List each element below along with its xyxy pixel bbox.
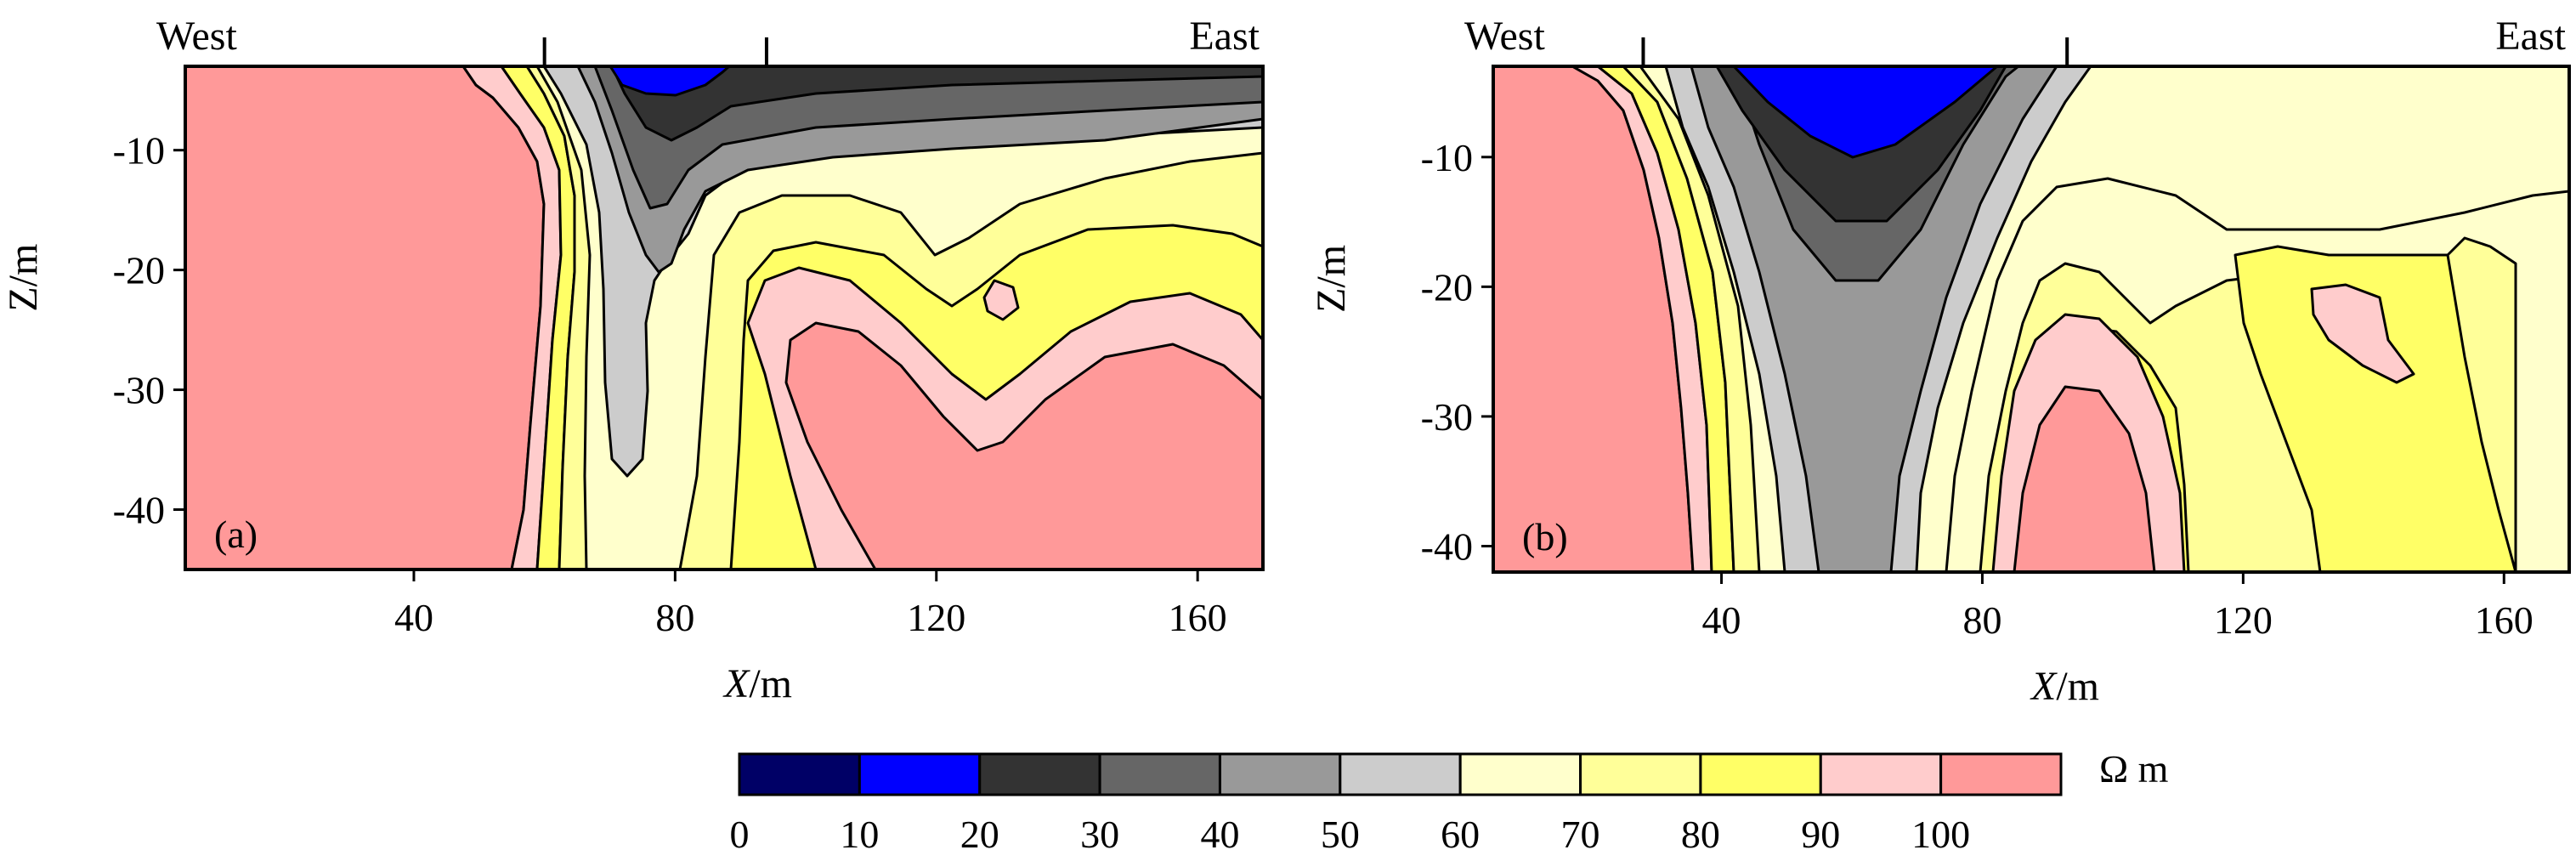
contour-field-b <box>1493 66 2569 572</box>
x-tick-label-b-3: 160 <box>2475 598 2534 642</box>
colorbar-level-label-1: 10 <box>840 813 879 856</box>
colorbar-level-label-8: 80 <box>1681 813 1720 856</box>
colorbar-swatch-3 <box>1098 752 1221 796</box>
east-label-b: East <box>2495 14 2566 59</box>
colorbar-level-label-0: 0 <box>730 813 750 856</box>
x-tick-label-b-2: 120 <box>2214 598 2273 642</box>
colorbar-unit-label: Ω m <box>2099 747 2169 790</box>
colorbar-level-label-6: 60 <box>1441 813 1480 856</box>
x-axis-label-b: X/m <box>2030 664 2099 709</box>
x-tick-label-b-0: 40 <box>1702 598 1741 642</box>
y-axis-label-a: Z/m <box>1 244 46 312</box>
panel-a <box>184 65 1265 571</box>
y-tick-label-b-2: -30 <box>1421 395 1473 439</box>
x-tick-label-a-1: 80 <box>655 596 694 639</box>
colorbar-swatch-1 <box>858 752 982 796</box>
colorbar-swatch-8 <box>1699 752 1822 796</box>
colorbar: 0 10 20 30 40 50 60 70 80 90 100 <box>730 752 2063 856</box>
x-tick-label-b-1: 80 <box>1962 598 2001 642</box>
colorbar-swatch-2 <box>978 752 1101 796</box>
colorbar-level-label-4: 40 <box>1200 813 1239 856</box>
axes-b: 40 80 120 160 -10 -20 -30 -40 West East (b) X/m Z/m <box>1309 14 2567 709</box>
west-label-a: West <box>156 14 237 59</box>
colorbar-swatch-7 <box>1579 752 1702 796</box>
colorbar-swatch-5 <box>1339 752 1462 796</box>
y-tick-label-a-2: -30 <box>113 369 165 412</box>
x-tick-label-a-3: 160 <box>1169 596 1227 639</box>
colorbar-swatch-9 <box>1819 752 1943 796</box>
axes-a: 40 80 120 160 -10 -20 -30 -40 West East (a) X/m Z/m <box>1 14 1260 706</box>
x-axis-label-a: X/m <box>722 661 792 706</box>
colorbar-level-label-10: 100 <box>1911 813 1970 856</box>
panel-label-a: (a) <box>214 513 258 556</box>
west-label-b: West <box>1464 14 1545 59</box>
colorbar-level-label-9: 90 <box>1801 813 1840 856</box>
y-tick-label-a-0: -10 <box>113 129 165 173</box>
x-tick-label-a-0: 40 <box>394 596 433 639</box>
y-tick-label-a-3: -40 <box>113 489 165 532</box>
panel-label-b: (b) <box>1522 515 1568 558</box>
x-tick-label-a-2: 120 <box>907 596 965 639</box>
y-tick-label-a-1: -20 <box>113 249 165 292</box>
y-tick-label-b-0: -10 <box>1421 136 1473 179</box>
colorbar-level-label-2: 20 <box>960 813 999 856</box>
colorbar-level-label-7: 70 <box>1561 813 1600 856</box>
colorbar-level-label-3: 30 <box>1080 813 1119 856</box>
colorbar-level-label-5: 50 <box>1321 813 1360 856</box>
panel-b <box>1492 65 2571 574</box>
y-tick-label-b-3: -40 <box>1421 524 1473 568</box>
contour-field-a <box>185 66 1263 570</box>
east-label-a: East <box>1189 14 1260 59</box>
y-tick-label-b-1: -20 <box>1421 265 1473 309</box>
y-axis-label-b: Z/m <box>1309 245 1354 313</box>
colorbar-swatch-6 <box>1458 752 1582 796</box>
colorbar-swatch-0 <box>738 752 861 796</box>
colorbar-swatch-4 <box>1218 752 1342 796</box>
colorbar-swatch-10 <box>1939 752 2063 796</box>
